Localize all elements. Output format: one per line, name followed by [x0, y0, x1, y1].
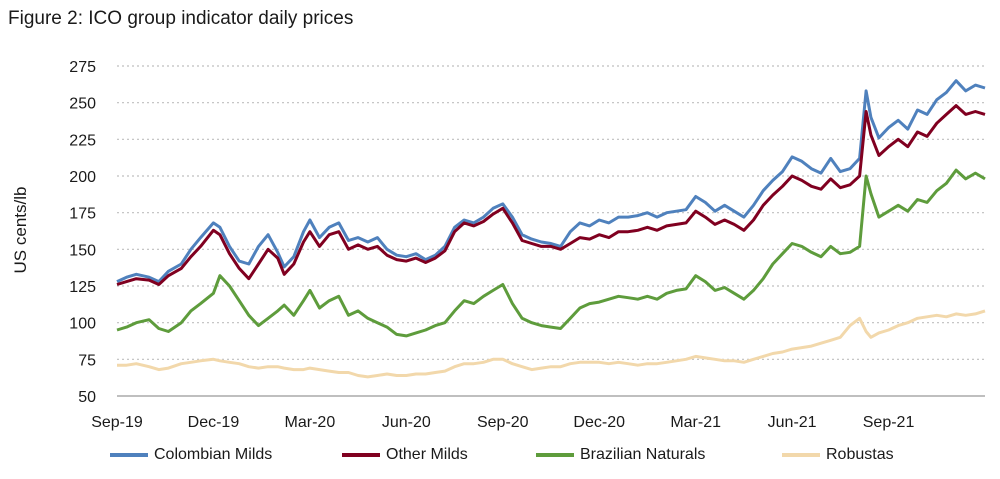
- legend-item-colombian-milds: Colombian Milds: [110, 446, 272, 464]
- x-tick-label: Dec-20: [573, 414, 625, 431]
- x-tick-label: Dec-19: [188, 414, 240, 431]
- series-line-brazilian-naturals: [116, 168, 986, 338]
- chart-plot-area: 50 75 100 125 150 175 200 225 250 275 Sep-19 Dec-1…: [11, 59, 986, 431]
- x-tick-label: Jun-21: [768, 414, 817, 431]
- y-tick-label: 75: [78, 352, 96, 369]
- legend-swatch: [110, 453, 148, 457]
- legend-label: Brazilian Naturals: [580, 446, 706, 463]
- legend-label: Robustas: [826, 446, 894, 463]
- x-tick-label: Sep-21: [863, 414, 915, 431]
- series-line-colombian-milds: [116, 79, 986, 284]
- legend-item-brazilian-naturals: Brazilian Naturals: [536, 446, 705, 464]
- y-axis-ticks: 50 75 100 125 150 175 200 225 250 275: [69, 59, 96, 406]
- legend-label: Other Milds: [386, 446, 468, 463]
- x-tick-label: Sep-20: [477, 414, 529, 431]
- series-lines: [116, 79, 986, 379]
- y-tick-label: 275: [69, 59, 96, 76]
- x-tick-label: Sep-19: [91, 414, 143, 431]
- legend-swatch: [342, 453, 380, 457]
- x-tick-label: Mar-20: [285, 414, 336, 431]
- legend-item-robustas: Robustas: [782, 446, 894, 464]
- legend: Colombian Milds Other Milds Brazilian Natu…: [0, 446, 1000, 476]
- x-tick-label: Jun-20: [382, 414, 431, 431]
- chart-title: Figure 2: ICO group indicator daily pric…: [8, 8, 354, 29]
- y-tick-label: 100: [69, 316, 96, 333]
- series-line-robustas: [117, 309, 986, 379]
- series-line-other-milds: [116, 104, 986, 286]
- x-axis-ticks: Sep-19 Dec-19 Mar-20 Jun-20 Sep-20 Dec-20 Mar-…: [91, 414, 914, 431]
- legend-swatch: [536, 453, 574, 457]
- y-axis-label: US cents/lb: [11, 187, 30, 274]
- y-tick-label: 250: [69, 96, 96, 113]
- y-tick-label: 50: [78, 389, 96, 406]
- y-tick-label: 200: [69, 169, 96, 186]
- x-tick-label: Mar-21: [670, 414, 721, 431]
- y-tick-label: 225: [69, 132, 96, 149]
- y-tick-label: 125: [69, 279, 96, 296]
- y-tick-label: 175: [69, 206, 96, 223]
- legend-label: Colombian Milds: [154, 446, 273, 463]
- legend-swatch: [782, 453, 820, 457]
- legend-item-other-milds: Other Milds: [342, 446, 468, 464]
- y-tick-label: 150: [69, 242, 96, 259]
